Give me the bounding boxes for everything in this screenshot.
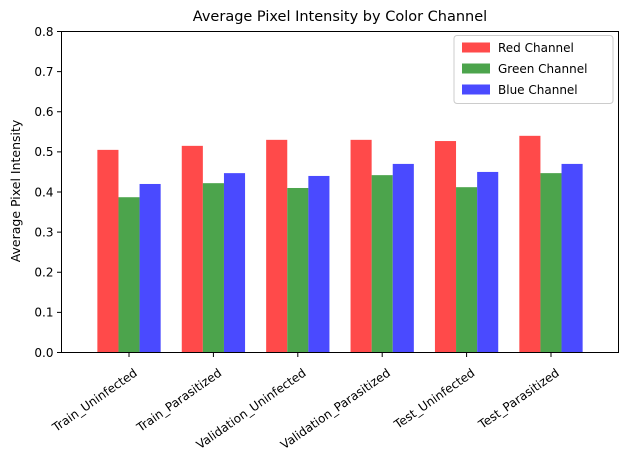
plot-frame: [61, 31, 619, 353]
bar-blue-channel-test_parasitized: [561, 163, 583, 353]
y-tick-label: 0.6: [34, 105, 53, 119]
y-axis-label: Average Pixel Intensity: [8, 119, 23, 262]
bar-green-channel-train_uninfected: [118, 197, 140, 353]
bar-red-channel-train_uninfected: [97, 149, 119, 353]
x-axis: Train_UninfectedTrain_ParasitizedValidat…: [49, 352, 562, 452]
bar-blue-channel-validation_uninfected: [308, 175, 330, 353]
legend-label: Green Channel: [498, 62, 587, 76]
y-tick-label: 0.0: [34, 346, 53, 360]
bar-green-channel-test_parasitized: [540, 173, 562, 353]
y-tick-label: 0.7: [34, 65, 53, 79]
y-tick-label: 0.3: [34, 225, 53, 239]
y-tick-label: 0.4: [34, 185, 53, 199]
bar-red-channel-train_parasitized: [181, 145, 203, 353]
bar-green-channel-validation_uninfected: [287, 187, 309, 353]
bar-red-channel-validation_uninfected: [266, 139, 288, 353]
bar-blue-channel-test_uninfected: [477, 171, 499, 353]
legend-label: Red Channel: [498, 41, 574, 55]
legend-swatch: [462, 42, 490, 53]
y-tick-label: 0.2: [34, 266, 53, 280]
y-tick-label: 0.8: [34, 25, 53, 39]
bar-green-channel-train_parasitized: [202, 183, 224, 353]
y-tick-label: 0.5: [34, 145, 53, 159]
x-tick-label: Test_Uninfected: [391, 366, 478, 432]
legend-swatch: [462, 63, 490, 74]
y-tick-label: 0.1: [34, 306, 53, 320]
bar-blue-channel-train_parasitized: [223, 173, 246, 353]
chart-title: Average Pixel Intensity by Color Channel: [193, 9, 487, 25]
x-tick-label: Test_Parasitized: [475, 366, 562, 432]
bar-green-channel-test_uninfected: [456, 187, 478, 353]
legend-frame: [453, 35, 614, 104]
bar-red-channel-test_parasitized: [519, 135, 541, 353]
bars-group: [97, 135, 583, 353]
legend-label: Blue Channel: [498, 83, 578, 97]
y-axis: 0.0 0.1 0.2 0.3 0.4 0.5 0.6 0.7 0.8: [34, 25, 62, 360]
bar-red-channel-test_uninfected: [434, 141, 457, 353]
bar-blue-channel-train_uninfected: [139, 183, 161, 353]
bar-blue-channel-validation_parasitized: [392, 163, 414, 353]
legend: Red Channel Green Channel Blue Channel: [453, 35, 614, 104]
x-tick-label: Train_Uninfected: [49, 366, 140, 435]
x-tick-label: Train_Parasitized: [133, 366, 224, 435]
legend-swatch: [462, 84, 490, 95]
bar-red-channel-validation_parasitized: [350, 139, 372, 353]
bar-green-channel-validation_parasitized: [371, 175, 393, 353]
